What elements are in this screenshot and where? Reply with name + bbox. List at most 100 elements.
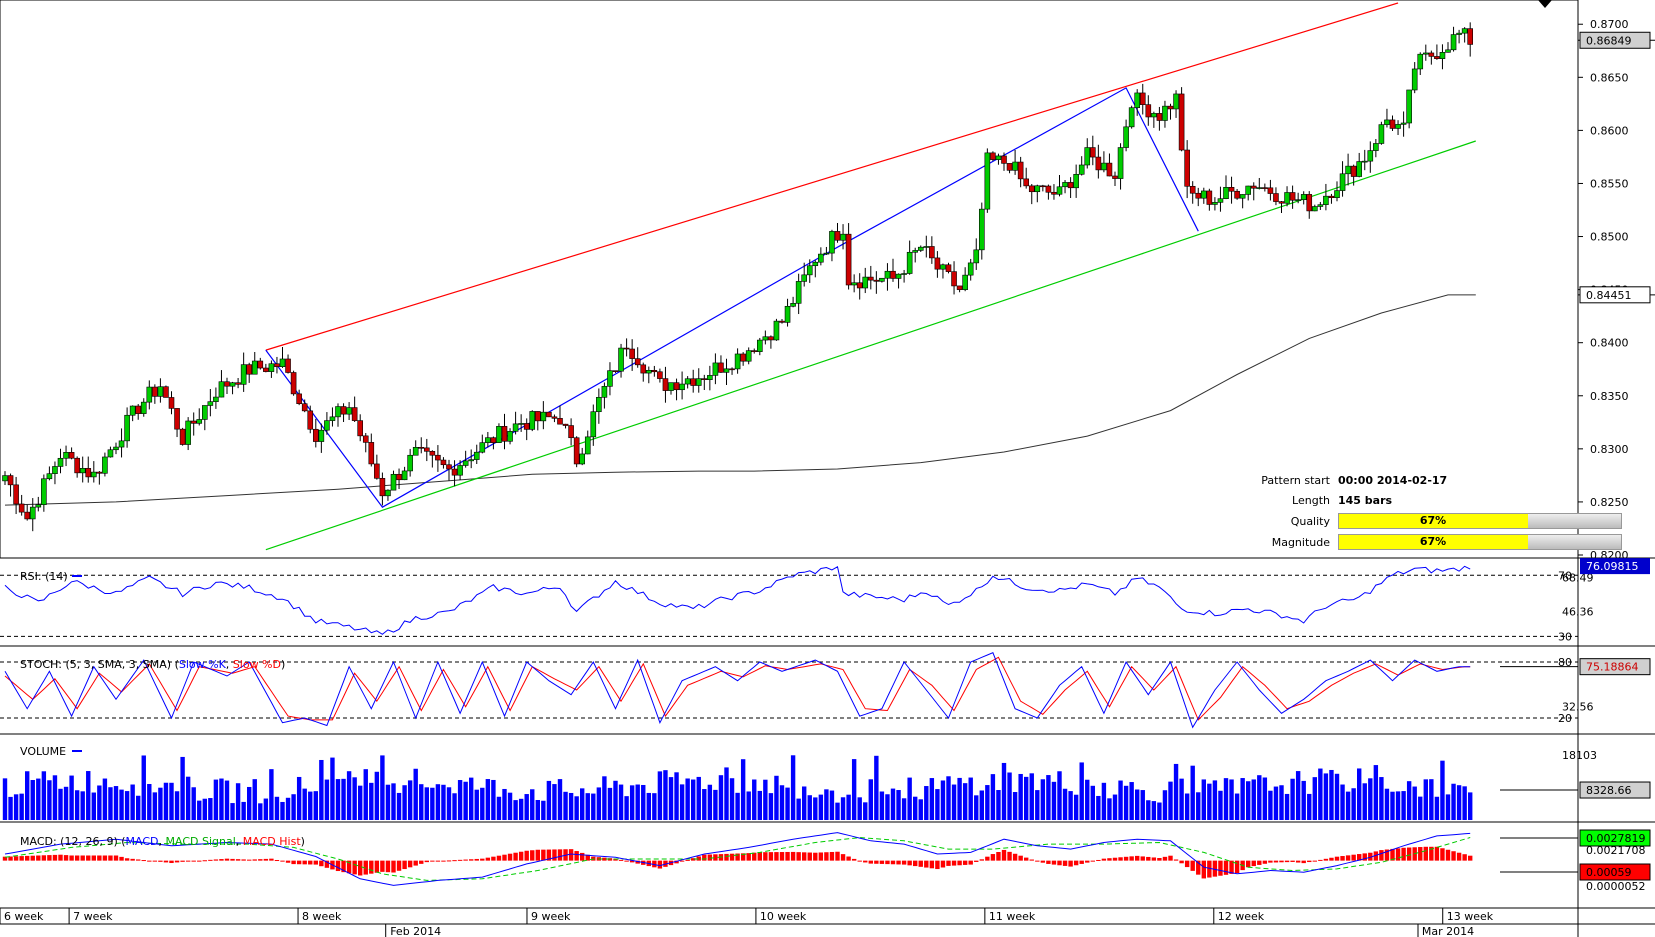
candle-body <box>440 459 447 466</box>
macd-hist-bar <box>535 849 540 861</box>
macd-hist-bar <box>796 852 801 861</box>
volume-bar <box>252 779 257 820</box>
volume-bar <box>174 791 180 820</box>
macd-hist-bar <box>1024 857 1029 861</box>
macd-hist-bar <box>208 859 213 861</box>
macd-hist-bar <box>629 860 635 863</box>
macd-hist-bar <box>1212 860 1218 877</box>
candle-body <box>612 370 619 372</box>
rsi-level-label: 30 <box>1558 630 1572 643</box>
macd-hist-bar <box>874 860 879 864</box>
time-axis: 6 week 7 week 8 week 9 week 10 week 11 week 12… <box>0 908 1494 937</box>
macd-hist-bar <box>1290 860 1295 862</box>
macd-hist-bar <box>924 860 929 868</box>
candle-body <box>995 155 1002 160</box>
macd-hist-bar <box>885 860 890 865</box>
macd-hist-bar <box>901 860 907 865</box>
candle-body <box>818 253 824 263</box>
candle-body <box>1384 119 1390 125</box>
candle-body <box>723 368 730 373</box>
macd-hist-bar <box>1146 856 1151 861</box>
candle-body <box>823 252 830 255</box>
macd-hist-bar <box>696 856 701 861</box>
macd-hist-bar <box>380 860 385 872</box>
candle-body <box>557 418 563 425</box>
month-label: Mar 2014 <box>1422 925 1474 937</box>
candle-body <box>274 363 280 367</box>
macd-hist-bar <box>302 860 307 865</box>
candle-body <box>418 447 425 449</box>
volume-bar <box>263 798 269 820</box>
macd-hist-bar <box>568 849 574 861</box>
volume-bar <box>235 783 241 820</box>
macd-hist-bar <box>1101 858 1107 861</box>
candle-body <box>756 339 763 352</box>
macd-hist-bar <box>41 855 47 861</box>
volume-bar <box>152 792 158 820</box>
volume-bar <box>696 776 701 820</box>
candle-body <box>1456 32 1462 35</box>
candle-body <box>906 251 913 274</box>
volume-bar <box>457 780 463 820</box>
volume-bar <box>735 792 740 820</box>
candle-body <box>662 378 669 391</box>
candle-body <box>562 423 569 426</box>
macd-hist-bar <box>1334 856 1340 861</box>
macd-hist-bar <box>840 854 846 861</box>
macd-hist-bar <box>1184 860 1190 868</box>
candle-body <box>1067 182 1074 189</box>
volume-bar <box>1035 790 1040 820</box>
macd-hist-bar <box>1223 860 1229 875</box>
candle-body <box>485 437 491 443</box>
macd-hist-bar <box>124 858 130 861</box>
volume-bar <box>1262 777 1268 820</box>
candle-body <box>840 233 846 241</box>
macd-hist-bar <box>1129 856 1134 861</box>
volume-title: VOLUME <box>20 745 66 758</box>
volume-bar <box>541 800 546 820</box>
macd-hist-bar <box>319 860 324 867</box>
candle-body <box>74 457 80 474</box>
macd-hist-bar <box>1357 854 1362 861</box>
macd-hist-bar <box>1151 857 1157 861</box>
volume-bar <box>424 787 429 820</box>
volume-bar <box>2 778 8 820</box>
volume-bar <box>1334 773 1340 820</box>
macd-hist-bar <box>363 860 368 875</box>
volume-bar <box>274 796 280 820</box>
stoch-paren-open: ( <box>175 658 179 671</box>
candle-body <box>396 473 402 481</box>
volume-bar <box>69 775 74 820</box>
macd-hist-bar <box>491 856 496 861</box>
price-tick-label: 0.8700 <box>1590 18 1629 31</box>
macd-hist-bar <box>174 860 180 863</box>
candle-body <box>573 437 580 465</box>
volume-bar <box>63 786 69 820</box>
magnitude-text: 67% <box>1419 535 1447 548</box>
volume-bar <box>513 800 518 820</box>
candle-body <box>29 506 36 520</box>
volume-bar <box>1340 784 1345 820</box>
month-label: Feb 2014 <box>390 925 441 937</box>
macd-hist-bar <box>136 859 141 861</box>
rsi-side-label: 68.49 <box>1562 572 1594 585</box>
candle-body <box>984 152 991 210</box>
candle-body <box>1162 105 1168 121</box>
candle-body <box>1090 147 1096 158</box>
macd-hist-bar <box>585 854 590 861</box>
macd-title: MACD: (12, 26, 9) (MACD, MACD Signal, MA… <box>20 835 305 848</box>
volume-bar <box>1273 786 1279 820</box>
volume-bar <box>1412 786 1417 820</box>
volume-bar <box>807 795 812 820</box>
macd-hist-bar <box>996 851 1001 861</box>
macd-hist-bar <box>335 860 341 872</box>
candle-body <box>1040 185 1046 188</box>
candle-body <box>118 440 125 448</box>
macd-title-text: MACD: (12, 26, 9) <box>20 835 118 848</box>
volume-bar <box>1018 773 1023 820</box>
volume-bar <box>1229 779 1234 820</box>
volume-bar <box>1007 772 1012 820</box>
last-price-label-box <box>1579 31 1651 49</box>
volume-bar <box>568 792 574 820</box>
